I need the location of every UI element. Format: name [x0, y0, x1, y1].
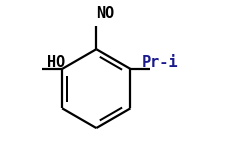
- Text: NO: NO: [96, 6, 114, 21]
- Text: Pr-i: Pr-i: [142, 55, 178, 70]
- Text: HO: HO: [47, 55, 65, 70]
